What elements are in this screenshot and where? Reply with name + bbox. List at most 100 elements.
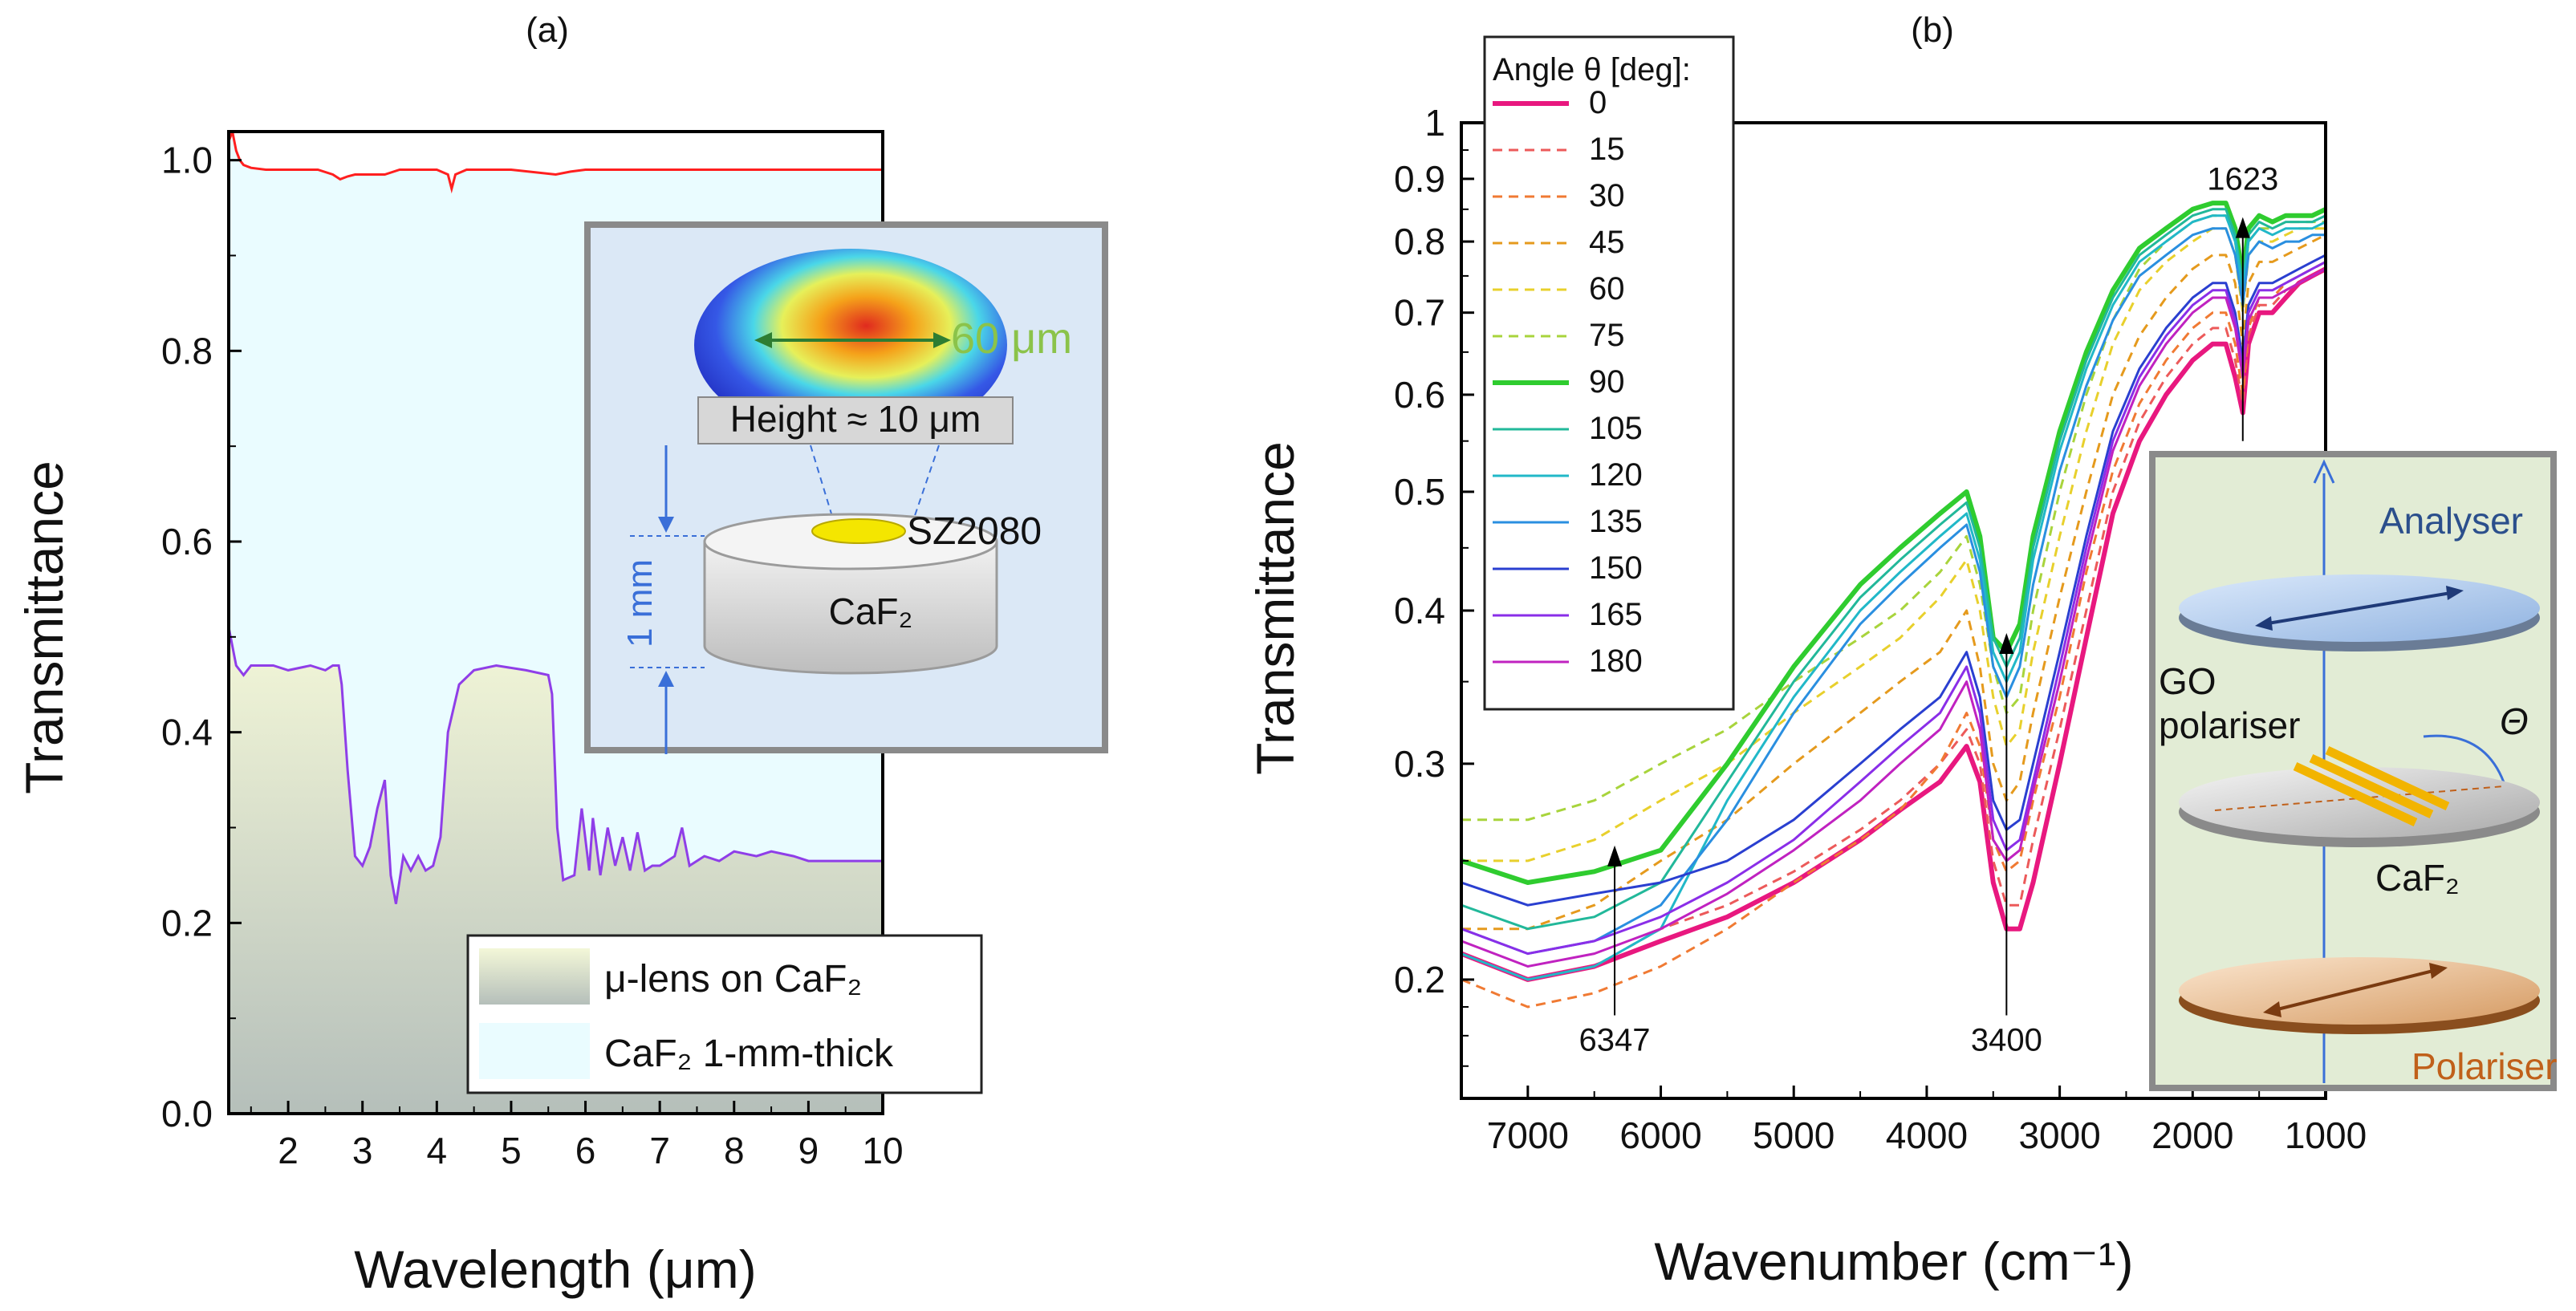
legend-b-label-30: 30	[1589, 178, 1625, 213]
zoom-line-right	[909, 444, 940, 530]
series-line-b-180	[1461, 267, 2326, 968]
xtick-label-b-5: 2000	[2151, 1114, 2233, 1156]
panel-a-legend: μ-lens on CaF₂ CaF₂ 1-mm-thick	[466, 934, 983, 1094]
annotation-arrow-2	[2235, 217, 2250, 238]
analyser-arrow-head-a	[2255, 616, 2273, 631]
series-line-b-90	[1461, 201, 2326, 885]
inset-b-polariser-label: Polariser	[2411, 1045, 2558, 1087]
series-line-b-45	[1461, 233, 2326, 931]
legend-b-title: Angle θ [deg]:	[1493, 52, 1691, 87]
series-line-b-120	[1461, 214, 2326, 981]
legend-b-label-180: 180	[1589, 643, 1643, 679]
panel-a-ylabel: Transmittance	[14, 461, 74, 794]
dome-arrow-right-head	[933, 332, 951, 348]
legend-label-caf2: CaF₂ 1-mm-thick	[604, 1033, 894, 1075]
panel-a-label: (a)	[526, 10, 569, 50]
lens-profile-dome	[694, 249, 1007, 441]
panel-b-annotations: 6347 3400 1623	[1579, 162, 2279, 1058]
legend-b-label-120: 120	[1589, 457, 1643, 493]
dome-arrow-left-head	[754, 332, 772, 348]
ytick-label-b-6: 0.8	[1394, 221, 1445, 262]
xtick-label-a-8: 10	[862, 1130, 903, 1171]
thickness-arrow-bottom-head	[658, 671, 674, 687]
polariser-plate	[2179, 957, 2540, 1025]
panel-a-xlabel: Wavelength (μm)	[354, 1240, 756, 1299]
panel-b-legend: Angle θ [deg]: 0 15 30 45 60 75 90 105 120 135 150…	[1483, 35, 1735, 711]
xtick-label-b-4: 3000	[2018, 1114, 2100, 1156]
inset-b-go-label-1: GO	[2159, 660, 2216, 702]
ytick-label-b-0: 0.2	[1394, 959, 1445, 1000]
annotation-label-0: 6347	[1579, 1023, 1651, 1058]
panel-b-axes: 7000 6000 5000 4000 3000 2000 1000 0.2 0.3 0.4 0.5…	[1394, 102, 2367, 1156]
xtick-label-a-7: 9	[798, 1130, 819, 1171]
thickness-arrow-top-head	[658, 517, 674, 533]
panel-b-xlabel: Wavenumber (cm⁻¹)	[1654, 1232, 2133, 1291]
series-line-b-105	[1461, 208, 2326, 931]
legend-b-label-165: 165	[1589, 597, 1643, 632]
height-label-box	[697, 396, 1014, 444]
ytick-label-b-3: 0.5	[1394, 471, 1445, 513]
xtick-label-b-2: 5000	[1753, 1114, 1834, 1156]
ytick-label-a-2: 0.4	[161, 712, 213, 753]
series-line-a-1	[229, 627, 883, 904]
beam-axis-head	[2313, 459, 2335, 484]
xtick-label-a-3: 5	[501, 1130, 522, 1171]
legend-label-lens: μ-lens on CaF₂	[604, 958, 862, 1000]
xtick-label-a-6: 8	[724, 1130, 745, 1171]
xtick-label-a-5: 7	[649, 1130, 670, 1171]
ytick-label-b-8: 1	[1424, 102, 1445, 144]
series-line-a-0	[229, 132, 883, 194]
annotation-label-2: 1623	[2207, 162, 2278, 197]
panel-b: (b) 7000 6000 5000 4000 3000 2000 1000 0.2 0.3 0.…	[1245, 10, 2558, 1291]
inset-a-height-label: Height ≈ 10 μm	[730, 398, 981, 440]
legend-b-label-60: 60	[1589, 271, 1625, 306]
polariser-arrow-head-a	[2263, 1001, 2281, 1017]
legend-b-label-135: 135	[1589, 504, 1643, 539]
inset-b-angle-label: Θ	[2500, 700, 2529, 742]
lens-on-substrate	[811, 518, 906, 544]
panel-b-label: (b)	[1911, 10, 1954, 50]
legend-b-label-0: 0	[1589, 85, 1607, 120]
ytick-label-a-4: 0.8	[161, 330, 213, 371]
xtick-label-a-1: 3	[352, 1130, 373, 1171]
panel-b-inset: Analyser GO polariser Θ CaF₂ Polariser	[2149, 451, 2558, 1091]
ytick-label-a-3: 0.6	[161, 521, 213, 562]
xtick-label-b-6: 1000	[2285, 1114, 2367, 1156]
analyser-axis-arrow	[2262, 591, 2456, 626]
xtick-label-a-0: 2	[278, 1130, 299, 1171]
polariser-axis-arrow	[2270, 968, 2440, 1013]
go-plate-axis	[2214, 785, 2505, 811]
legend-b-label-105: 105	[1589, 411, 1643, 446]
legend-b-label-15: 15	[1589, 132, 1625, 167]
annotation-arrow-0	[1607, 845, 1623, 867]
legend-swatch-caf2	[479, 1023, 590, 1079]
series-line-b-0	[1461, 266, 2326, 982]
legend-b-label-75: 75	[1589, 318, 1625, 353]
legend-b-label-150: 150	[1589, 550, 1643, 586]
legend-swatch-lens	[479, 948, 590, 1005]
ytick-label-b-7: 0.9	[1394, 158, 1445, 200]
xtick-label-b-1: 6000	[1619, 1114, 1701, 1156]
ytick-label-a-0: 0.0	[161, 1093, 213, 1134]
xtick-label-b-3: 4000	[1886, 1114, 1968, 1156]
ytick-label-a-5: 1.0	[161, 140, 213, 181]
ytick-label-a-1: 0.2	[161, 902, 213, 944]
inset-a-diameter-label: 60 μm	[951, 315, 1072, 363]
xtick-label-a-2: 4	[427, 1130, 448, 1171]
xtick-label-a-4: 6	[575, 1130, 596, 1171]
substrate-body	[703, 540, 998, 675]
inset-b-analyser-label: Analyser	[2379, 500, 2523, 542]
legend-b-label-90: 90	[1589, 364, 1625, 400]
rotation-arrow	[2423, 734, 2505, 783]
panel-b-ylabel: Transmittance	[1245, 441, 1305, 775]
ytick-label-b-4: 0.6	[1394, 374, 1445, 416]
panel-a-inset: 60 μm Height ≈ 10 μm SZ2080 CaF₂ 1 mm	[584, 221, 1108, 754]
series-line-b-150	[1461, 254, 2326, 907]
series-line-b-165	[1461, 261, 2326, 956]
annotation-arrow-1	[1999, 633, 2014, 655]
inset-b-go-label-2: polariser	[2159, 704, 2300, 746]
annotation-label-1: 3400	[1971, 1023, 2042, 1058]
inset-a-thickness-label: 1 mm	[620, 559, 660, 647]
inset-a-resin-label: SZ2080	[907, 510, 1042, 553]
